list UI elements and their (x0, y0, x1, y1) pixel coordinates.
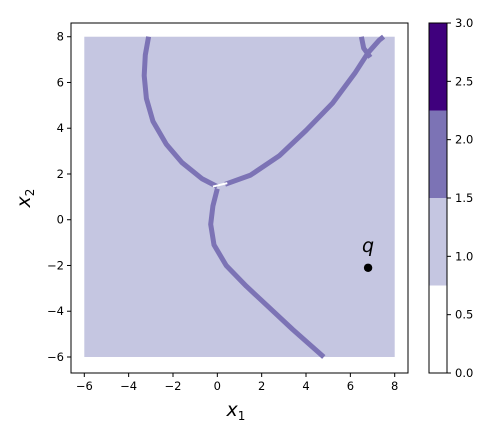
x-tick-label: 4 (302, 379, 309, 393)
colorbar-band-2 (429, 198, 447, 286)
annotation-label: q (362, 235, 374, 257)
y-tick-label: 0 (57, 213, 64, 227)
x-tick-label: 6 (347, 379, 354, 393)
boundary-curve-2 (208, 188, 326, 359)
x-tick-label: −6 (76, 379, 93, 393)
colorbar-tick-label: 1.5 (455, 191, 473, 205)
boundary-curve-1 (141, 36, 219, 189)
y-axis-ticks: −6 −4 −2 0 2 4 6 8 (47, 30, 71, 364)
colorbar-tick-label: 0.5 (455, 308, 473, 322)
colorbar-tick-label: 1.0 (455, 249, 473, 263)
x-axis-label: x1 (226, 399, 246, 423)
colorbar-tick-label: 2.5 (455, 74, 473, 88)
colorbar-band-1 (429, 285, 447, 373)
annotation-point (363, 263, 373, 272)
saddle-gap (212, 182, 228, 188)
plot-area: q (70, 22, 409, 374)
x-tick-label: −4 (120, 379, 137, 393)
colorbar: 0.0 0.5 1.0 1.5 2.0 2.5 3.0 (428, 16, 473, 380)
axes-frame (70, 22, 409, 374)
x-tick-label: −2 (165, 379, 182, 393)
colorbar-band-3 (429, 110, 447, 198)
y-tick-label: 2 (57, 167, 64, 181)
y-tick-label: 8 (57, 30, 64, 44)
colorbar-band-4 (429, 23, 447, 111)
x-tick-label: 8 (391, 379, 398, 393)
y-tick-label: 4 (57, 121, 64, 135)
colorbar-tick-label: 3.0 (455, 16, 473, 30)
y-axis-label: x2 (13, 189, 37, 209)
colorbar-tick-label: 0.0 (455, 366, 473, 380)
y-tick-label: −6 (47, 350, 64, 364)
x-axis-ticks: −6 −4 −2 0 2 4 6 8 (76, 373, 398, 393)
x-tick-label: 2 (258, 379, 265, 393)
y-tick-label: −4 (47, 304, 64, 318)
boundary-curve-3 (224, 34, 386, 187)
colorbar-tick-label: 2.0 (455, 133, 473, 147)
y-tick-label: 6 (57, 75, 64, 89)
y-tick-label: −2 (47, 258, 64, 272)
x-tick-label: 0 (214, 379, 221, 393)
boundary-curve-4 (358, 36, 373, 59)
